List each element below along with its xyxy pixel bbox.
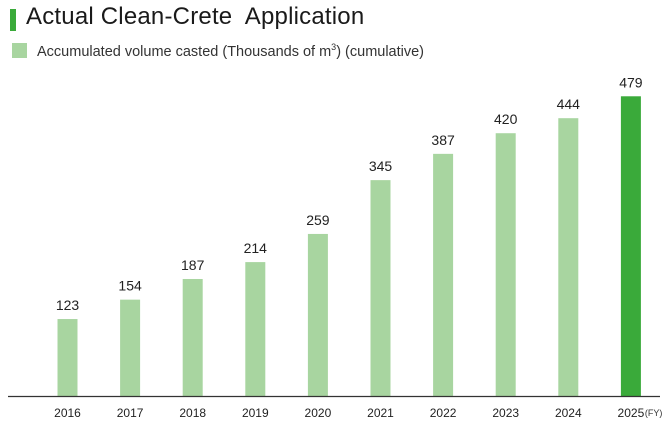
data-label-2020: 259	[306, 212, 330, 228]
x-tick-label-2024: 2024	[555, 406, 582, 420]
bar-2022	[433, 153, 454, 396]
bar-2024	[558, 118, 579, 396]
bar-2019	[245, 262, 266, 396]
x-tick-label-2018: 2018	[179, 406, 206, 420]
x-tick-label-2016: 2016	[54, 406, 81, 420]
data-label-2019: 214	[244, 240, 268, 256]
x-tick-label-2023: 2023	[492, 406, 519, 420]
title-accent-bar	[10, 9, 16, 31]
bar-2023	[495, 133, 516, 396]
data-label-2016: 123	[56, 297, 80, 313]
x-tick-label-2017: 2017	[117, 406, 144, 420]
x-tick-label-2021: 2021	[367, 406, 394, 420]
legend-swatch	[12, 43, 27, 59]
data-label-2022: 387	[431, 132, 455, 148]
x-tick-label-2022: 2022	[430, 406, 457, 420]
data-label-2023: 420	[494, 111, 518, 127]
bar-2021	[370, 180, 391, 396]
x-axis-unit-label: (FY)	[645, 408, 663, 418]
data-label-2017: 154	[118, 278, 142, 294]
legend: Accumulated volume casted (Thousands of …	[12, 42, 424, 60]
bar-2016	[57, 319, 78, 396]
data-label-2021: 345	[369, 158, 393, 174]
chart-title: Actual Clean-Crete Application	[26, 3, 365, 30]
bar-2025	[620, 96, 641, 396]
legend-label: Accumulated volume casted (Thousands of …	[37, 42, 425, 60]
data-label-2025: 479	[619, 74, 643, 90]
data-label-2024: 444	[557, 96, 581, 112]
bar-2017	[120, 299, 141, 396]
bar-2018	[182, 278, 203, 396]
x-tick-label-2019: 2019	[242, 406, 269, 420]
x-tick-label-2020: 2020	[305, 406, 332, 420]
x-tick-label-2025: 2025	[618, 406, 645, 420]
data-label-2018: 187	[181, 257, 205, 273]
bar-2020	[307, 233, 328, 396]
